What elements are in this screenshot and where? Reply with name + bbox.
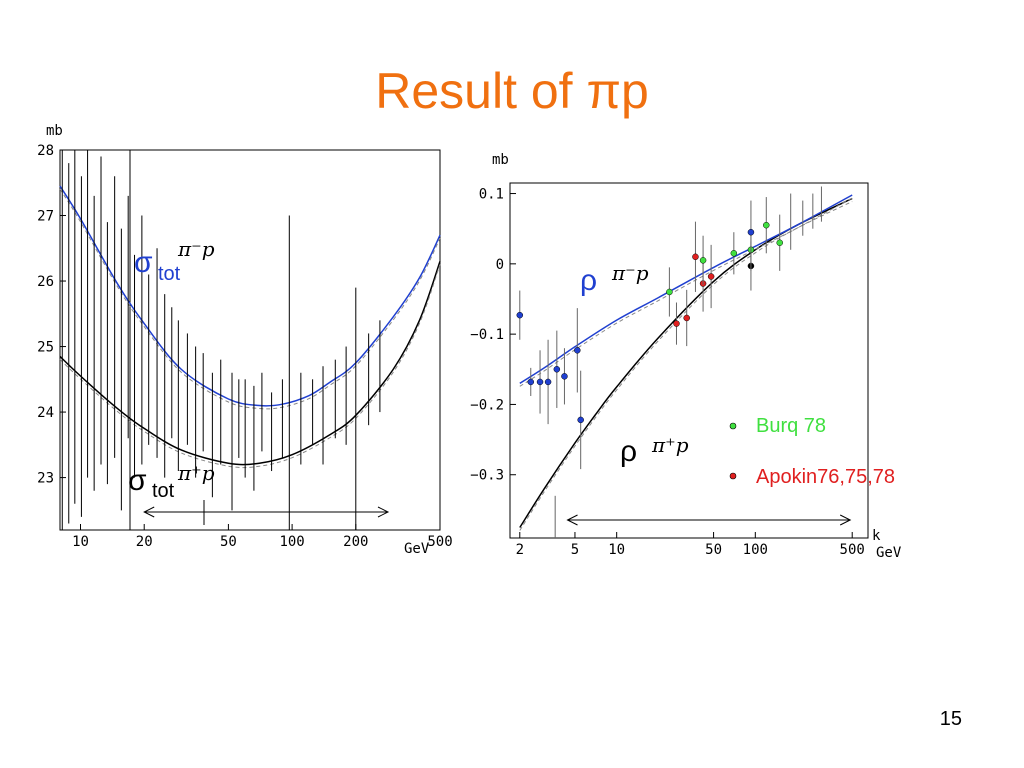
right-axis-x-tick-label: 5 xyxy=(571,542,579,558)
right-axis-y-tick-label: −0.1 xyxy=(470,327,504,343)
series-band-pi-plus xyxy=(519,201,853,531)
data-point xyxy=(692,253,699,261)
left-axis-frame xyxy=(59,149,441,531)
data-point xyxy=(544,378,552,386)
data-point xyxy=(574,347,581,354)
legend-label-burq: Burq 78 xyxy=(756,415,826,437)
energy-range-arrow-head-left xyxy=(143,506,155,518)
left-axis-y-tick-label: 23 xyxy=(37,471,54,487)
series-line-pi-plus xyxy=(519,197,853,528)
left-axis-y-tick-label: 25 xyxy=(37,340,54,356)
left-axis-x-tick-label: 20 xyxy=(136,534,153,550)
left-axis-y-tick-label: 24 xyxy=(37,405,54,421)
data-point xyxy=(683,314,690,322)
data-point xyxy=(553,366,561,373)
legend-marker-apokin xyxy=(729,472,737,480)
sigma-plus-process: π⁺p xyxy=(177,461,215,485)
data-point xyxy=(776,239,783,247)
data-point xyxy=(666,288,673,296)
right-axis-y-tick-label: −0.2 xyxy=(470,397,504,413)
left-axis-x-tick-label: 50 xyxy=(220,534,237,550)
sigma-minus-process: π⁻p xyxy=(177,237,215,261)
rho-minus-symbol: ρ xyxy=(580,264,597,297)
right-axis-y-tick-label: 0.1 xyxy=(479,187,504,203)
left-axis-y-tick-label: 27 xyxy=(37,209,54,225)
series-band-pi-plus xyxy=(59,264,441,469)
slide-title: Result of πp xyxy=(375,63,649,119)
sigma-plus-subscript: tot xyxy=(152,480,175,502)
rho-plus-symbol: ρ xyxy=(620,435,637,468)
series-band-pi-minus xyxy=(519,197,853,387)
left-axis-y-tick-label: 28 xyxy=(37,143,54,159)
series-line-pi-minus xyxy=(519,194,853,384)
left-axis-x-tick-label: 100 xyxy=(279,534,304,550)
data-point xyxy=(527,378,535,386)
rho-minus-process: π⁻p xyxy=(611,261,649,285)
legend-marker-burq xyxy=(729,422,737,430)
data-point xyxy=(577,416,584,424)
right-axis-x-tick-label: 50 xyxy=(705,542,722,558)
ylabel-right: mb xyxy=(492,152,509,168)
data-point xyxy=(747,228,755,236)
data-point xyxy=(730,250,738,257)
x-unit-left: GeV xyxy=(404,541,430,557)
sigma-plus-symbol: σ xyxy=(128,464,147,497)
data-point xyxy=(516,311,524,319)
left-axis-y-tick-label: 26 xyxy=(37,274,54,290)
right-axis-x-tick-label: 500 xyxy=(840,542,865,558)
data-point xyxy=(673,320,680,327)
sigma-minus-subscript: tot xyxy=(158,263,181,285)
sigma-minus-symbol: σ xyxy=(134,246,153,279)
rho-plus-process: π⁺p xyxy=(651,433,689,457)
page-number: 15 xyxy=(939,708,962,730)
right-axis-x-tick-label: 2 xyxy=(516,542,524,558)
data-point xyxy=(707,273,715,280)
series-line-pi-plus xyxy=(59,261,441,466)
left-axis-x-tick-label: 10 xyxy=(72,534,89,550)
left-axis-x-tick-label: 500 xyxy=(427,534,452,550)
data-point xyxy=(699,257,707,264)
data-point xyxy=(561,373,568,380)
left-axis-x-tick-label: 200 xyxy=(343,534,368,550)
legend-label-apokin: Apokin76,75,78 xyxy=(756,466,895,488)
series-line-pi-minus xyxy=(59,185,441,407)
right-axis-y-tick-label: −0.3 xyxy=(470,468,504,484)
xlabel-right: k xyxy=(872,528,881,544)
data-point xyxy=(763,221,770,229)
x-unit-right: GeV xyxy=(876,545,902,561)
right-axis-x-tick-label: 10 xyxy=(608,542,625,558)
right-axis-x-tick-label: 100 xyxy=(743,542,768,558)
energy-range-arrow-head-left xyxy=(566,514,578,526)
data-point xyxy=(536,378,544,386)
right-axis-frame xyxy=(509,182,869,539)
right-axis-y-tick-label: 0 xyxy=(496,257,504,273)
series-band-pi-minus xyxy=(59,188,441,410)
ylabel-left: mb xyxy=(46,123,63,139)
